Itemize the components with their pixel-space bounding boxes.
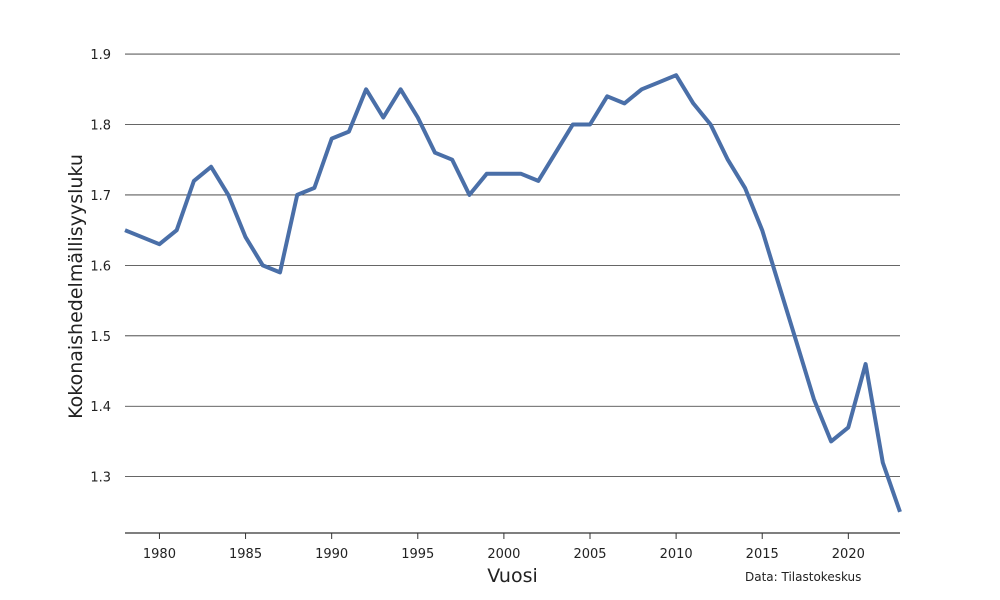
- y-tick-label: 1.9: [90, 48, 111, 63]
- y-tick-label: 1.6: [90, 259, 111, 274]
- x-tick-label: 1985: [229, 547, 262, 562]
- x-tick-label: 2000: [487, 547, 520, 562]
- y-axis-ticks: 1.3 1.4 1.5 1.6 1.7 1.8 1.9: [90, 48, 111, 486]
- y-tick-label: 1.3: [90, 471, 111, 486]
- x-tick-label: 2005: [573, 547, 606, 562]
- source-note: Data: Tilastokeskus: [745, 570, 861, 584]
- x-tick-label: 2020: [832, 547, 865, 562]
- x-tick-label: 2010: [660, 547, 693, 562]
- y-axis-title: Kokonaishedelmällisyysluku: [65, 154, 87, 419]
- y-tick-label: 1.5: [90, 330, 111, 345]
- x-tick-label: 1990: [315, 547, 348, 562]
- y-tick-label: 1.4: [90, 400, 111, 415]
- x-tick-label: 1980: [143, 547, 176, 562]
- y-tick-label: 1.8: [90, 119, 111, 134]
- gridlines: [125, 53, 900, 478]
- x-tick-label: 1995: [401, 547, 434, 562]
- x-axis-title: Vuosi: [487, 565, 538, 587]
- x-tick-label: 2015: [746, 547, 779, 562]
- x-axis-ticks: 1980 1985 1990 1995 2000 2005 2010 2015 2020: [143, 533, 865, 562]
- series-line: [124, 73, 902, 513]
- y-tick-label: 1.7: [90, 189, 111, 204]
